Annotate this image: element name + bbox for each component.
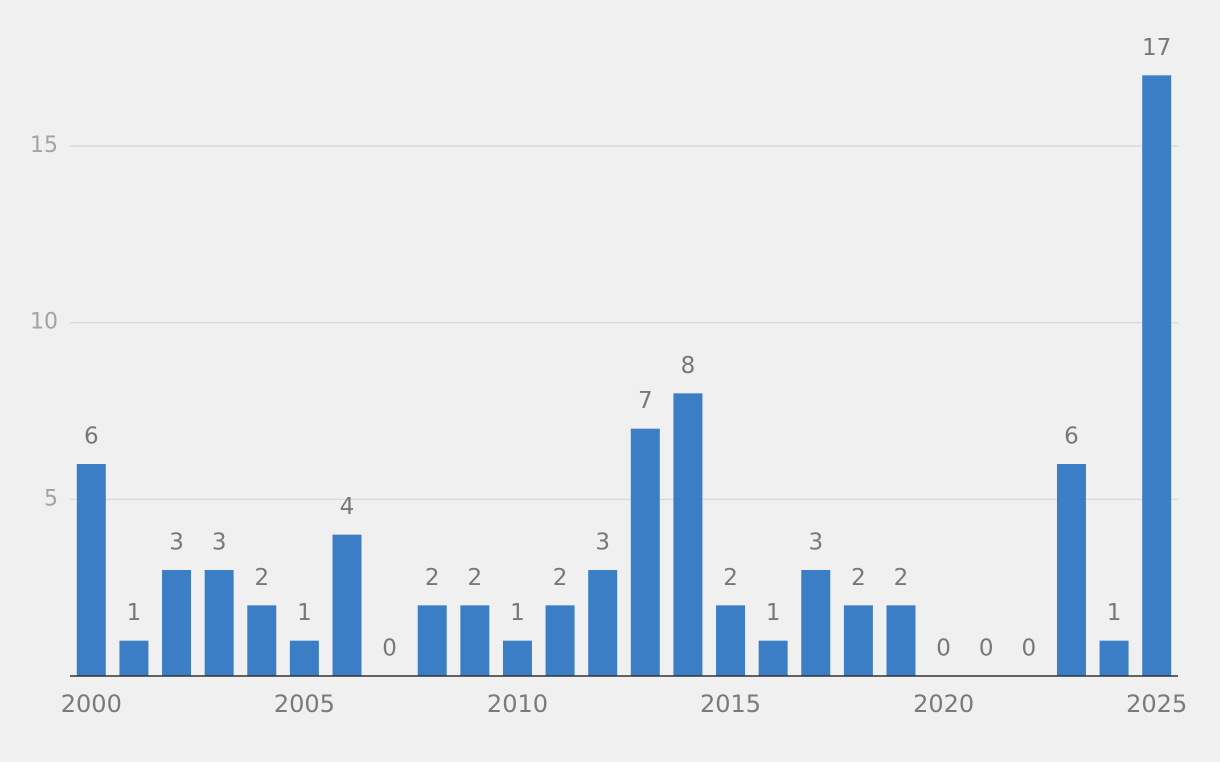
data-label: 0 (936, 636, 951, 662)
data-label: 2 (851, 565, 866, 591)
data-label: 1 (127, 600, 142, 626)
data-label: 2 (894, 565, 909, 591)
data-label: 4 (340, 494, 355, 520)
y-tick-label: 15 (30, 133, 58, 158)
bar (673, 393, 703, 676)
bar (332, 534, 362, 676)
x-tick-label: 2010 (487, 690, 548, 718)
data-label: 0 (1022, 636, 1037, 662)
bar (76, 464, 106, 676)
bar (119, 640, 149, 676)
bar (843, 605, 873, 676)
bar (502, 640, 532, 676)
data-label: 1 (510, 600, 525, 626)
bar (1099, 640, 1129, 676)
data-label: 7 (638, 388, 653, 414)
data-label: 2 (723, 565, 738, 591)
y-tick-label: 5 (44, 486, 58, 511)
bar (162, 570, 192, 676)
data-label: 6 (1064, 424, 1079, 450)
bar (630, 428, 660, 676)
data-label: 3 (808, 530, 823, 556)
data-label: 3 (169, 530, 184, 556)
data-label: 6 (84, 424, 99, 450)
x-tick-label: 2000 (61, 690, 122, 718)
bar (460, 605, 490, 676)
data-label: 3 (212, 530, 227, 556)
data-label: 1 (1107, 600, 1122, 626)
data-label: 3 (595, 530, 610, 556)
x-tick-label: 2005 (274, 690, 335, 718)
x-tick-label: 2015 (700, 690, 761, 718)
bar (801, 570, 831, 676)
bar (886, 605, 916, 676)
bar (758, 640, 788, 676)
bar (289, 640, 319, 676)
bar (247, 605, 277, 676)
x-tick-label: 2020 (913, 690, 974, 718)
x-tick-label: 2025 (1126, 690, 1187, 718)
data-label: 2 (468, 565, 483, 591)
data-label: 1 (297, 600, 312, 626)
data-label: 17 (1142, 35, 1171, 61)
bar (1056, 464, 1086, 676)
bar (545, 605, 575, 676)
bar (417, 605, 447, 676)
bar (1142, 75, 1172, 677)
bar (204, 570, 234, 676)
data-label: 8 (681, 353, 696, 379)
data-label: 1 (766, 600, 781, 626)
bar (588, 570, 618, 676)
data-label: 2 (254, 565, 269, 591)
bar (716, 605, 746, 676)
data-label: 0 (382, 636, 397, 662)
data-label: 2 (425, 565, 440, 591)
data-label: 0 (979, 636, 994, 662)
y-tick-label: 10 (30, 310, 58, 335)
data-label: 2 (553, 565, 568, 591)
